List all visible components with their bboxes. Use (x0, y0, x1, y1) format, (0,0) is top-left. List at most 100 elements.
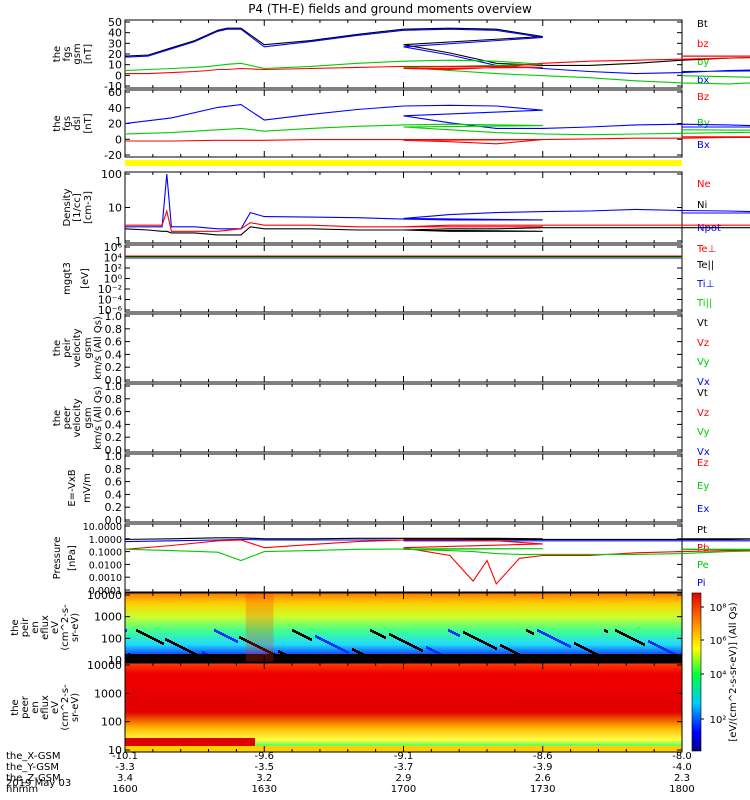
spectrogram-noise (543, 632, 545, 635)
x-tick-label: 3.2 (256, 773, 272, 784)
spectrogram-noise (660, 646, 662, 649)
spectrogram-noise (549, 635, 551, 638)
x-tick-label: 1630 (252, 784, 277, 795)
y-axis-label: [nT] (83, 113, 94, 133)
spectrogram-noise (586, 648, 588, 651)
spectrogram-noise (347, 651, 349, 654)
spectrogram-noise (409, 643, 411, 646)
legend-Vx: Vx (697, 447, 710, 458)
spectrogram-noise (308, 637, 310, 640)
spectrogram-noise (302, 634, 304, 637)
legend-Pi: Pi (697, 578, 706, 589)
spectrogram-noise (454, 632, 456, 635)
spectrogram-noise (405, 641, 407, 644)
spectrogram-noise (158, 640, 160, 643)
spectrogram-noise (584, 647, 586, 650)
spectrogram-noise (300, 633, 302, 636)
spectrogram-noise (553, 637, 555, 640)
spectrogram-noise (483, 641, 485, 644)
spectrogram-noise (259, 646, 261, 649)
spectrogram-noise (473, 636, 475, 639)
spectrogram-noise (228, 636, 230, 639)
y-axis-label: (cm^2-s- (60, 604, 71, 651)
spectrogram-noise (559, 640, 561, 643)
spectrogram-noise (463, 631, 465, 634)
panel-peir-en-eflux: 10000 1000 100 10 the peir en eflux eV (cm^2-s-sr… (10, 589, 683, 667)
y-tick-label: 40 (108, 27, 122, 40)
series-Bx (124, 104, 750, 129)
x-tick-label: 3.4 (117, 773, 133, 784)
spectrogram-noise (317, 636, 319, 639)
spectrogram-noise (181, 646, 183, 649)
spectrogram-noise (574, 642, 576, 645)
y-axis-label: [cm-3] (83, 191, 94, 224)
y-axis-label: eflux (40, 615, 51, 640)
y-tick-label: 0.6 (105, 336, 123, 349)
spectrogram-noise (417, 647, 419, 650)
spectrogram-noise (234, 639, 236, 642)
spectrogram-noise (292, 629, 294, 632)
spectrogram-noise (179, 645, 181, 648)
spectrogram-noise (664, 648, 666, 651)
y-axis-label: the (52, 410, 63, 426)
spectrogram-noise (372, 630, 374, 633)
y-tick-label: 10⁴ (104, 252, 123, 265)
spectrogram-noise (594, 652, 596, 655)
series-by (124, 59, 750, 85)
spectrogram-noise (177, 644, 179, 647)
spectrogram-noise (475, 637, 477, 640)
series-Pi (124, 538, 750, 543)
spectrogram-noise (395, 636, 397, 639)
series-By (124, 123, 750, 136)
spectrogram-noise (637, 640, 639, 643)
y-tick-label: 1 (115, 235, 122, 248)
x-tick-label: -4.0 (672, 762, 692, 773)
legend-Te||: Te|| (696, 260, 714, 271)
spectrogram-noise (345, 650, 347, 653)
y-tick-label: 0.8 (105, 323, 123, 336)
spectrogram-noise (627, 635, 629, 638)
spectrogram-noise (672, 652, 674, 655)
spectrogram-noise (530, 631, 532, 634)
spectrogram-noise (487, 643, 489, 646)
spectrogram-noise (294, 630, 296, 633)
series-Ne (125, 208, 750, 232)
spectrogram-noise (222, 633, 224, 636)
spectrogram-noise (399, 638, 401, 641)
series-Npot (125, 173, 750, 230)
spectrogram-noise (165, 638, 167, 641)
spectrogram-noise (456, 633, 458, 636)
x-tick-label: -3.9 (533, 762, 553, 773)
spectrogram-noise (452, 631, 454, 634)
spectrogram-noise (569, 645, 571, 648)
spectrogram-peir-en-eflux (125, 593, 682, 662)
spectrogram-noise (265, 649, 267, 652)
legend-By: By (697, 118, 710, 129)
date-label: 2019 May 03 (6, 778, 71, 789)
spectrogram-noise (508, 648, 510, 651)
spectrogram-noise (370, 629, 372, 632)
spectrogram-noise (516, 652, 518, 655)
spectrogram-noise (202, 651, 204, 654)
spectrogram-noise (403, 640, 405, 643)
spectrogram-noise (257, 645, 259, 648)
spectrogram-noise (267, 650, 269, 653)
spectrogram-band (245, 593, 274, 662)
x-row-label: the_X-GSM (6, 751, 60, 762)
y-axis-label: peer (20, 695, 31, 719)
legend-Vy: Vy (697, 357, 710, 368)
series-Pe (124, 548, 750, 562)
spectrogram-noise (393, 635, 395, 638)
y-tick-label: 0.0 (105, 514, 123, 527)
spectrogram-noise (438, 652, 440, 655)
x-tick-label: -3.5 (254, 762, 274, 773)
y-tick-label: 10 (108, 744, 122, 757)
spectrogram-noise (187, 649, 189, 652)
spectrogram-noise (652, 642, 654, 645)
colorbar-tick-label: 10⁴ (710, 670, 727, 681)
spectrogram-band (125, 738, 255, 748)
spectrogram-noise (226, 635, 228, 638)
spectrogram-noise (639, 641, 641, 644)
y-tick-label: 100 (101, 716, 122, 729)
